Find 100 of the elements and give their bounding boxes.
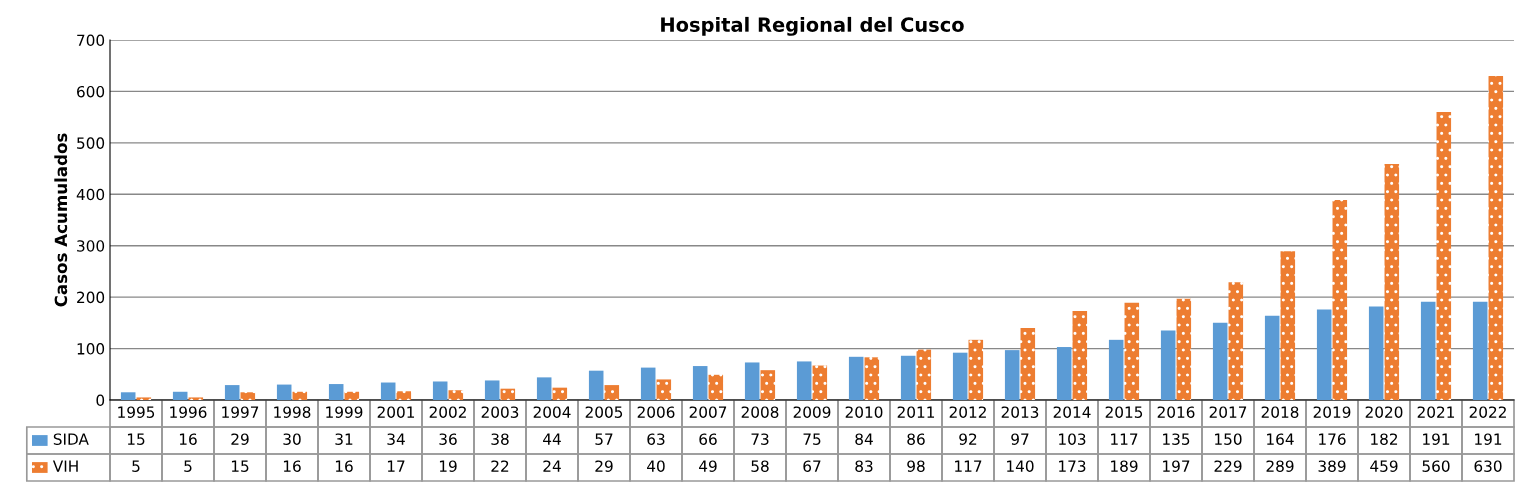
bar (224, 385, 240, 400)
bar (1332, 199, 1348, 400)
data-label: 30 (283, 433, 301, 445)
x-tick-label: 1995 (118, 406, 155, 418)
bar (848, 356, 864, 400)
data-label: 182 (1371, 433, 1398, 445)
data-label: 19 (439, 460, 457, 472)
bar (640, 367, 656, 400)
bar (1176, 298, 1192, 400)
bar (188, 397, 204, 400)
data-label: 86 (907, 433, 925, 445)
y-tick-label: 500 (77, 137, 105, 149)
x-tick-label: 2003 (481, 406, 519, 418)
bar (432, 381, 448, 400)
data-label: 49 (699, 460, 717, 472)
data-label: 5 (132, 460, 140, 472)
bar (380, 382, 396, 400)
y-tick-label: 300 (77, 240, 105, 252)
data-label: 15 (127, 433, 145, 445)
bar (1316, 309, 1332, 400)
data-label: 29 (595, 460, 613, 472)
data-label: 15 (231, 460, 249, 472)
bar (292, 391, 308, 400)
x-tick-label: 1996 (170, 406, 207, 418)
data-label: 5 (184, 460, 192, 472)
x-tick-label: 2004 (533, 406, 571, 418)
bar (1004, 350, 1020, 400)
y-axis-title: Casos Acumulados (54, 133, 68, 307)
bar (1108, 339, 1124, 400)
x-tick-label: 2006 (637, 406, 675, 418)
y-tick-label: 200 (77, 291, 105, 304)
x-tick-label: 2001 (377, 406, 415, 418)
y-tick-label: 100 (77, 343, 105, 355)
chart-title: Hospital Regional del Cusco (661, 16, 964, 36)
bar (276, 384, 292, 400)
bar (864, 357, 880, 400)
bar (744, 362, 760, 400)
y-tick-label: 600 (77, 85, 105, 98)
bar (136, 397, 152, 400)
x-tick-label: 1997 (222, 406, 259, 418)
data-label: 117 (955, 460, 982, 472)
y-tick-label: 700 (77, 34, 105, 47)
data-label: 189 (1111, 460, 1138, 472)
bar (1264, 315, 1280, 400)
bar (448, 390, 464, 400)
bar (1280, 251, 1296, 400)
x-tick-label: 2008 (741, 406, 779, 418)
x-tick-label: 1998 (274, 406, 311, 418)
x-tick-label: 2007 (689, 406, 727, 418)
bar (1420, 301, 1436, 400)
data-label: 83 (855, 460, 873, 472)
bar (396, 391, 412, 400)
x-tick-label: 2019 (1313, 406, 1351, 418)
data-label: 197 (1163, 460, 1190, 472)
data-label: 40 (647, 460, 665, 472)
data-label: 191 (1423, 433, 1450, 445)
data-label: 117 (1111, 433, 1138, 445)
bar (1212, 322, 1228, 400)
bar (552, 387, 568, 400)
x-tick-label: 1999 (326, 406, 363, 418)
x-tick-label: 2022 (1469, 406, 1506, 418)
bar (1124, 302, 1140, 400)
data-label: 29 (231, 433, 249, 445)
bar (1160, 330, 1176, 400)
legend-label: VIH (52, 460, 78, 472)
data-label: 135 (1163, 433, 1190, 445)
data-label: 560 (1422, 460, 1450, 472)
data-label: 16 (335, 460, 353, 472)
x-tick-label: 2021 (1417, 406, 1455, 418)
bar (484, 380, 500, 400)
bar (344, 391, 360, 400)
data-label: 34 (387, 433, 405, 445)
bar (240, 392, 256, 400)
data-label: 92 (959, 433, 977, 445)
data-label: 630 (1474, 460, 1502, 472)
bar (1488, 76, 1504, 400)
bar (1072, 311, 1088, 400)
bar (900, 355, 916, 400)
x-tick-label: 2009 (793, 406, 831, 418)
data-label: 229 (1214, 460, 1242, 472)
data-label: 67 (803, 460, 821, 472)
bar (536, 377, 552, 400)
bar (692, 366, 708, 400)
data-label: 140 (1007, 460, 1034, 472)
data-label: 66 (699, 433, 717, 445)
x-tick-label: 2016 (1157, 406, 1195, 418)
bar (796, 361, 812, 400)
data-label: 58 (751, 460, 769, 472)
bar (760, 370, 776, 400)
data-label: 103 (1059, 433, 1086, 445)
data-label: 164 (1267, 433, 1294, 445)
data-label: 22 (491, 460, 509, 472)
bar (1368, 306, 1384, 400)
y-tick-label: 0 (96, 394, 105, 407)
data-label: 16 (179, 433, 197, 445)
bar (328, 384, 344, 400)
data-label: 459 (1370, 460, 1398, 472)
bar (952, 352, 968, 400)
bar (708, 374, 724, 400)
bar (588, 370, 604, 400)
